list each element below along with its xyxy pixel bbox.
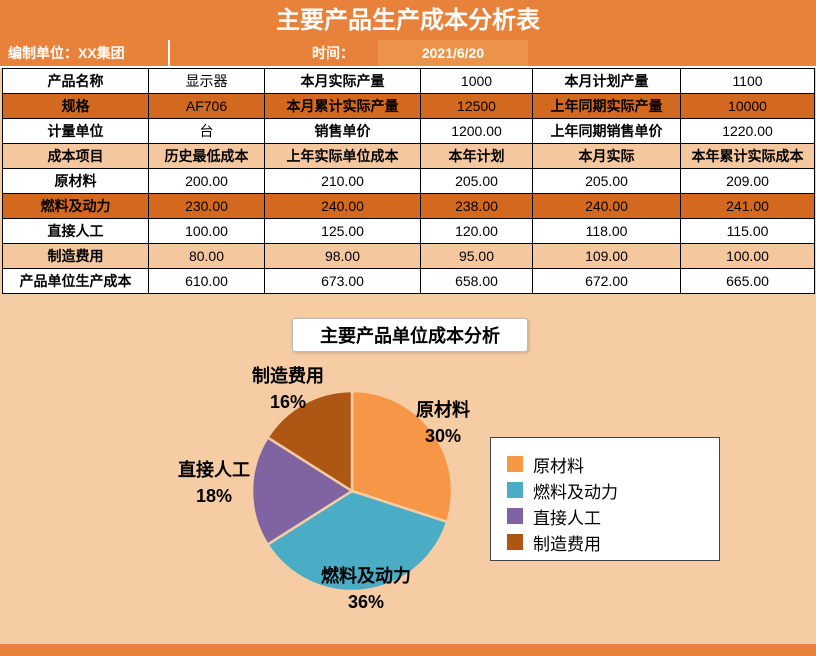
legend-label: 制造费用 (533, 534, 601, 554)
legend-swatch (507, 482, 523, 498)
table-cell[interactable]: 成本项目 (2, 143, 149, 169)
table-cell[interactable]: 1220.00 (680, 118, 815, 144)
table-row: 燃料及动力 230.00 240.00 238.00 240.00 241.00 (2, 193, 815, 219)
legend-swatch (507, 456, 523, 472)
table-cell[interactable]: AF706 (148, 93, 265, 119)
table-cell[interactable]: 115.00 (680, 218, 815, 244)
table-row: 计量单位台销售单价 1200.00 上年同期销售单价 1220.00 (2, 118, 815, 144)
legend-swatch (507, 508, 523, 524)
sub-header-band: 编制单位：XX集团 时间： 2021/6/20 (0, 40, 816, 68)
table-cell[interactable]: 本年计划 (420, 143, 533, 169)
table-cell[interactable]: 销售单价 (264, 118, 421, 144)
pie-slice-原材料[interactable] (350, 389, 454, 524)
table-cell[interactable]: 产品名称 (2, 68, 149, 94)
table-row: 直接人工 100.00 125.00 120.00 118.00 115.00 (2, 218, 815, 244)
table-cell[interactable]: 673.00 (264, 268, 421, 294)
pie-label-燃料及动力: 燃料及动力 36% (321, 566, 411, 612)
table-cell[interactable]: 100.00 (148, 218, 265, 244)
table-cell[interactable]: 制造费用 (2, 243, 149, 269)
pie-chart[interactable] (247, 386, 457, 596)
table-cell[interactable]: 230.00 (148, 193, 265, 219)
chart-legend[interactable]: 原材料燃料及动力直接人工制造费用 (490, 437, 720, 561)
table-cell[interactable]: 本月实际 (532, 143, 681, 169)
table-cell[interactable]: 610.00 (148, 268, 265, 294)
table-cell[interactable]: 本月计划产量 (532, 68, 681, 94)
table-cell[interactable]: 10000 (680, 93, 815, 119)
time-label: 时间： (312, 45, 354, 61)
table-cell[interactable]: 125.00 (264, 218, 421, 244)
table-cell[interactable]: 上年实际单位成本 (264, 143, 421, 169)
pie-label-直接人工: 直接人工 18% (178, 460, 250, 506)
table-cell[interactable]: 本月实际产量 (264, 68, 421, 94)
table-cell[interactable]: 109.00 (532, 243, 681, 269)
table-cell[interactable]: 显示器 (148, 68, 265, 94)
table-cell[interactable]: 240.00 (264, 193, 421, 219)
legend-swatch (507, 534, 523, 550)
table-row: 规格 AF706 本月累计实际产量 12500 上年同期实际产量 10000 (2, 93, 815, 119)
table-cell[interactable]: 本月累计实际产量 (264, 93, 421, 119)
pie-slice-制造费用[interactable] (265, 389, 354, 494)
table-row: 原材料 200.00 210.00 205.00 205.00 209.00 (2, 168, 815, 194)
date-cell[interactable]: 2021/6/20 (378, 40, 528, 66)
pie-label-原材料: 原材料 30% (416, 400, 470, 446)
pie-label-制造费用: 制造费用 16% (252, 366, 324, 412)
table-cell[interactable]: 上年同期实际产量 (532, 93, 681, 119)
table-cell[interactable]: 直接人工 (2, 218, 149, 244)
table-cell[interactable]: 12500 (420, 93, 533, 119)
table-cell[interactable]: 672.00 (532, 268, 681, 294)
table-cell[interactable]: 原材料 (2, 168, 149, 194)
table-cell[interactable]: 240.00 (532, 193, 681, 219)
legend-item-直接人工[interactable]: 直接人工 (507, 503, 719, 529)
table-cell[interactable]: 1100 (680, 68, 815, 94)
table-cell[interactable]: 210.00 (264, 168, 421, 194)
prepared-by-cell[interactable]: 编制单位：XX集团 (0, 40, 170, 66)
cost-table-body: 产品名称 显示器 本月实际产量 1000 本月计划产量 1100 规格 AF706 本月累计实际… (2, 68, 815, 294)
legend-label: 燃料及动力 (533, 482, 618, 502)
table-cell[interactable]: 95.00 (420, 243, 533, 269)
table-row: 成本项目 历史最低成本 上年实际单位成本 本年计划 本月实际 本年累计实际成本 (2, 143, 815, 169)
table-cell[interactable]: 205.00 (420, 168, 533, 194)
table-cell[interactable]: 规格 (2, 93, 149, 119)
chart-title: 主要产品单位成本分析 (292, 318, 528, 352)
table-cell[interactable]: 台 (148, 118, 265, 144)
table-cell[interactable]: 本年累计实际成本 (680, 143, 815, 169)
table-cell[interactable]: 产品单位生产成本 (2, 268, 149, 294)
table-row: 产品名称 显示器 本月实际产量 1000 本月计划产量 1100 (2, 68, 815, 94)
table-cell[interactable]: 燃料及动力 (2, 193, 149, 219)
page-title: 主要产品生产成本分析表 (0, 0, 816, 40)
table-cell[interactable]: 80.00 (148, 243, 265, 269)
table-cell[interactable]: 209.00 (680, 168, 815, 194)
table-cell[interactable]: 238.00 (420, 193, 533, 219)
cost-table: 产品名称 显示器 本月实际产量 1000 本月计划产量 1100 规格 AF706 本月累计实际… (2, 68, 815, 294)
legend-label: 直接人工 (533, 508, 601, 528)
table-cell[interactable]: 120.00 (420, 218, 533, 244)
table-cell[interactable]: 上年同期销售单价 (532, 118, 681, 144)
table-cell[interactable]: 665.00 (680, 268, 815, 294)
legend-label: 原材料 (533, 456, 584, 476)
table-cell[interactable]: 658.00 (420, 268, 533, 294)
legend-item-制造费用[interactable]: 制造费用 (507, 529, 719, 555)
table-cell[interactable]: 205.00 (532, 168, 681, 194)
table-cell[interactable]: 118.00 (532, 218, 681, 244)
legend-item-燃料及动力[interactable]: 燃料及动力 (507, 477, 719, 503)
legend-item-原材料[interactable]: 原材料 (507, 451, 719, 477)
chart-area: 主要产品单位成本分析 原材料 30% 燃料及动力 36% 直接人工 18% 制造费用 16% … (0, 304, 816, 644)
table-row: 制造费用 80.00 98.00 95.00 109.00 100.00 (2, 243, 815, 269)
table-cell[interactable]: 98.00 (264, 243, 421, 269)
table-cell[interactable]: 241.00 (680, 193, 815, 219)
table-row: 产品单位生产成本 610.00 673.00 658.00 672.00 665.00 (2, 268, 815, 294)
table-cell[interactable]: 历史最低成本 (148, 143, 265, 169)
table-cell[interactable]: 100.00 (680, 243, 815, 269)
pie-slice-直接人工[interactable] (250, 435, 355, 547)
table-cell[interactable]: 1200.00 (420, 118, 533, 144)
table-cell[interactable]: 200.00 (148, 168, 265, 194)
table-cell[interactable]: 1000 (420, 68, 533, 94)
table-cell[interactable]: 计量单位 (2, 118, 149, 144)
pie-slice-燃料及动力[interactable] (265, 489, 449, 593)
bottom-band (0, 644, 816, 656)
cost-table-wrap: 产品名称 显示器 本月实际产量 1000 本月计划产量 1100 规格 AF706 本月累计实际… (2, 68, 815, 294)
